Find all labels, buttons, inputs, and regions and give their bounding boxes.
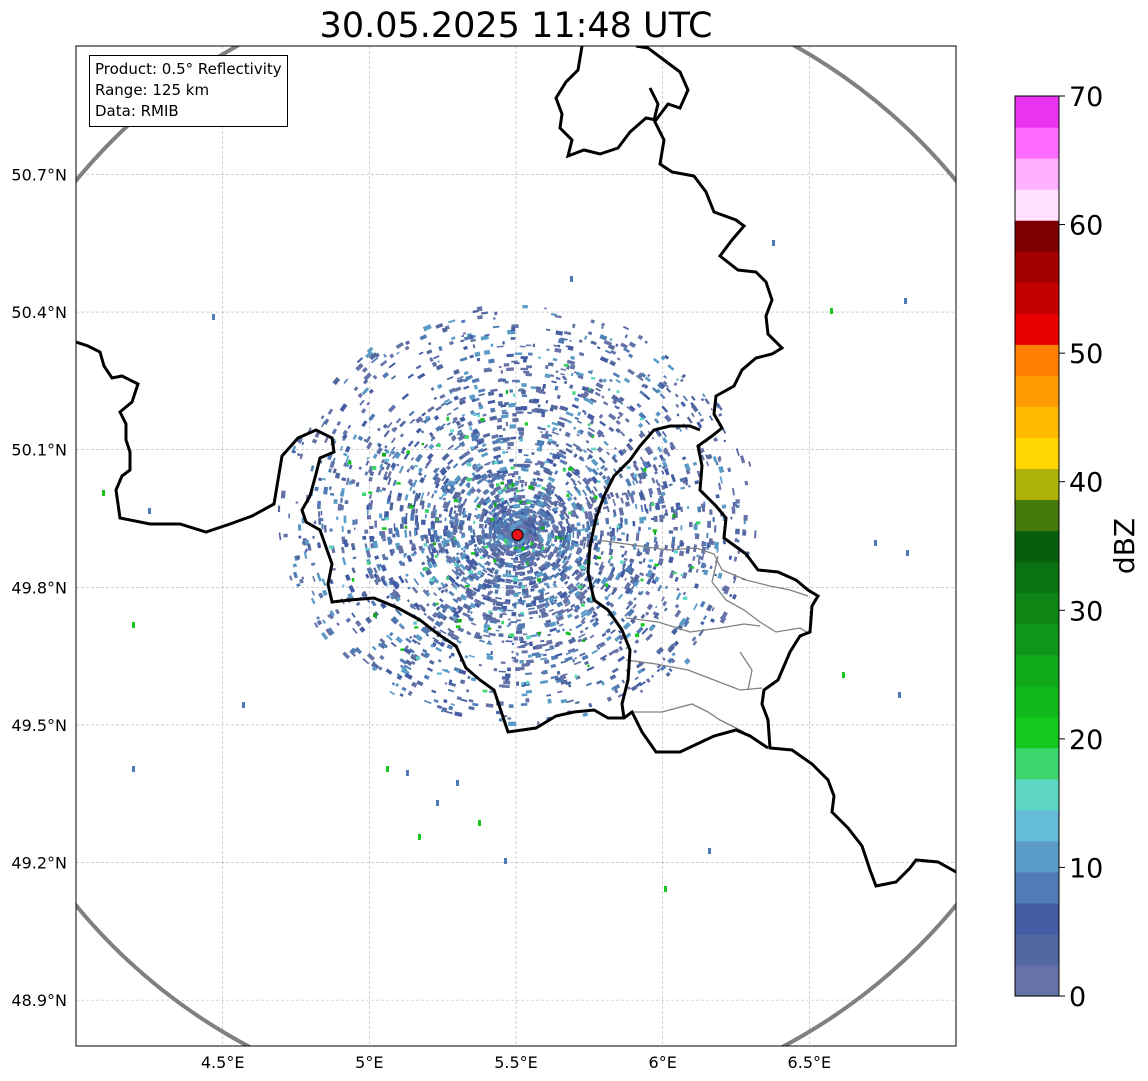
colorbar-swatch: [1015, 251, 1059, 283]
map-frame: [75, 45, 957, 1047]
colorbar-swatch: [1015, 96, 1059, 128]
admin-borders: [597, 539, 811, 733]
colorbar-tick-label: 30: [1069, 596, 1103, 627]
lon-tick-label: 4.5°E: [201, 1053, 245, 1072]
colorbar-swatch: [1015, 282, 1059, 314]
colorbar-tick-label: 50: [1069, 339, 1103, 370]
colorbar-swatch: [1015, 902, 1059, 935]
colorbar-swatch: [1015, 623, 1059, 656]
colorbar-swatch: [1015, 375, 1059, 407]
lat-tick-label: 49.5°N: [11, 716, 67, 735]
axis-ticks: 4.5°E 5°E 5.5°E 6°E 6.5°E 50.7°N 50.4°N 50.1°N 4…: [11, 165, 831, 1072]
lat-tick-label: 50.1°N: [11, 441, 67, 460]
colorbar-swatch: [1015, 220, 1059, 252]
colorbar-swatch: [1015, 592, 1059, 625]
colorbar-label: dBZ: [1108, 518, 1141, 574]
colorbar-swatch: [1015, 933, 1059, 966]
colorbar-swatch: [1015, 468, 1059, 501]
lon-tick-label: 6°E: [649, 1053, 677, 1072]
range-text: Range: 125 km: [95, 81, 210, 99]
lat-tick-label: 50.4°N: [11, 303, 67, 322]
colorbar-swatch: [1015, 158, 1059, 190]
lon-tick-label: 5.5°E: [494, 1053, 538, 1072]
colorbar-tick-label: 40: [1069, 468, 1103, 499]
colorbar-tick-label: 60: [1069, 211, 1103, 242]
colorbar-tick-label: 20: [1069, 725, 1103, 756]
colorbar-tick-label: 70: [1069, 82, 1103, 113]
colorbar-swatch: [1015, 747, 1059, 780]
colorbar-swatch: [1015, 406, 1059, 438]
lat-tick-label: 48.9°N: [11, 991, 67, 1010]
colorbar-swatch: [1015, 313, 1059, 345]
colorbar-swatch: [1015, 685, 1059, 718]
colorbar-swatch: [1015, 127, 1059, 159]
reflectivity-echoes: [102, 240, 909, 892]
colorbar-frame: [1014, 95, 1060, 997]
colorbar-swatch: [1015, 716, 1059, 749]
colorbar-swatch: [1015, 189, 1059, 221]
colorbar-swatch: [1015, 561, 1059, 594]
colorbar-swatch: [1015, 654, 1059, 687]
colorbar-swatch: [1015, 437, 1059, 470]
lon-tick-label: 6.5°E: [788, 1053, 832, 1072]
product-info-box: Product: 0.5° Reflectivity Range: 125 km…: [89, 55, 288, 127]
colorbar-swatch: [1015, 778, 1059, 811]
colorbar-swatch: [1015, 964, 1059, 997]
colorbar-swatch: [1015, 499, 1059, 532]
lat-tick-label: 50.7°N: [11, 165, 67, 184]
colorbar-swatch: [1015, 840, 1059, 873]
map-title: 30.05.2025 11:48 UTC: [319, 6, 713, 46]
map-gridlines: [76, 46, 956, 1046]
colorbar-swatch: [1015, 809, 1059, 842]
lat-tick-label: 49.8°N: [11, 578, 67, 597]
data-source-text: Data: RMIB: [95, 102, 179, 120]
radar-site-marker: [511, 528, 524, 541]
country-borders: [76, 46, 956, 888]
colorbar-tick-label: 0: [1069, 982, 1086, 1013]
colorbar-swatch: [1015, 530, 1059, 563]
product-text: Product: 0.5° Reflectivity: [95, 60, 282, 78]
lon-tick-label: 5°E: [355, 1053, 383, 1072]
lat-tick-label: 49.2°N: [11, 854, 67, 873]
colorbar-swatch: [1015, 344, 1059, 376]
colorbar-swatch: [1015, 871, 1059, 904]
colorbar-tick-label: 10: [1069, 853, 1103, 884]
